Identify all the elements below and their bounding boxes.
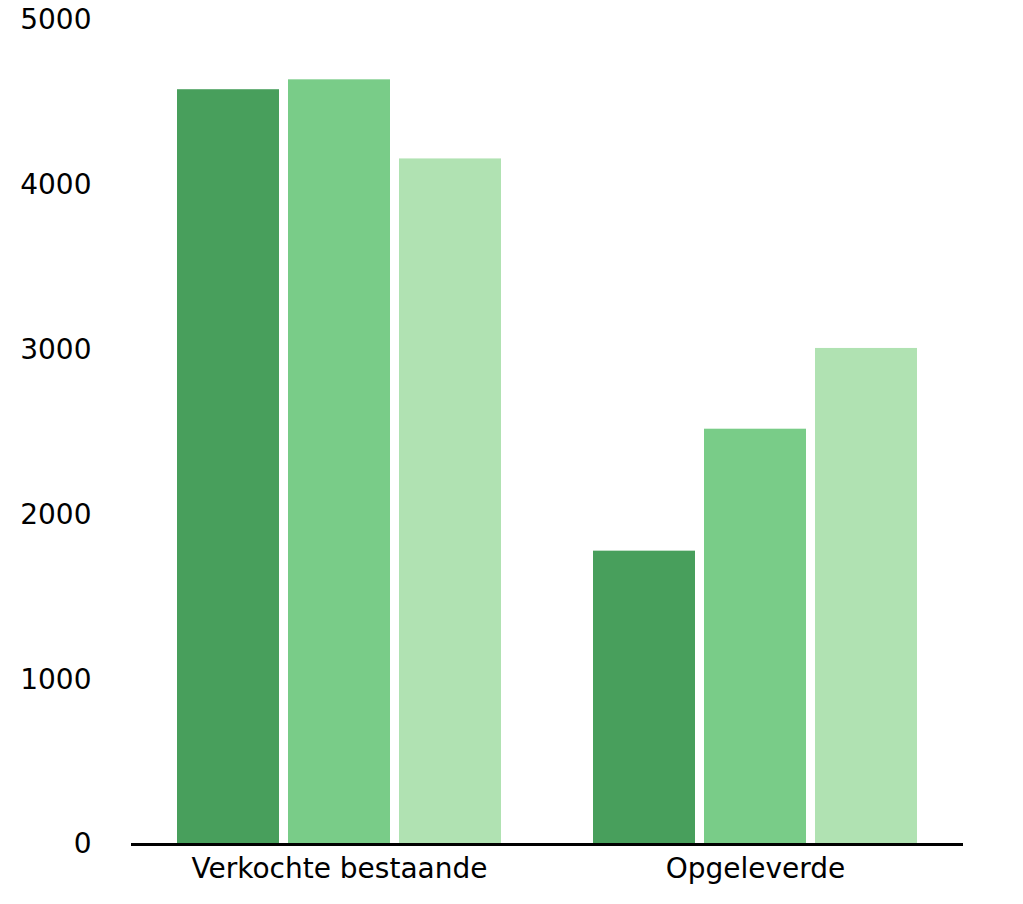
svg-text:2000: 2000 — [20, 498, 91, 531]
svg-text:3000: 3000 — [20, 333, 91, 366]
svg-text:Verkochte bestaande: Verkochte bestaande — [192, 852, 488, 885]
svg-text:4000: 4000 — [20, 168, 91, 201]
svg-text:0: 0 — [74, 827, 92, 860]
svg-text:Opgeleverde: Opgeleverde — [666, 852, 846, 885]
svg-text:1000: 1000 — [20, 663, 91, 696]
svg-text:5000: 5000 — [20, 3, 91, 36]
